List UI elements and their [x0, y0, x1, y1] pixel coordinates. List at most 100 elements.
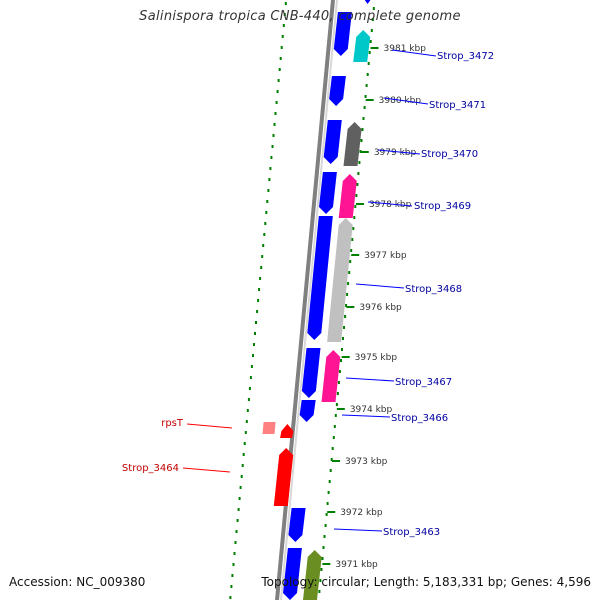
- ring-dot-outer: [231, 574, 234, 577]
- ring-dot-inner: [367, 62, 370, 65]
- ring-dot-inner: [344, 315, 347, 318]
- ring-dot-inner: [326, 502, 329, 505]
- leader-line: [383, 97, 429, 105]
- ring-dot-outer: [260, 266, 263, 269]
- ring-dot-outer: [247, 398, 250, 401]
- ring-dot-inner: [342, 337, 344, 340]
- gene-feature: [353, 30, 371, 62]
- ring-dot-inner: [368, 51, 371, 54]
- ring-dot-outer: [280, 46, 283, 49]
- gene-label: Strop_3463: [383, 527, 440, 538]
- ring-dot-outer: [256, 310, 259, 313]
- ring-dot-inner: [319, 579, 322, 582]
- ring-dot-inner: [328, 480, 331, 483]
- ring-dot-outer: [259, 277, 262, 280]
- ring-dot-outer: [254, 332, 256, 335]
- ring-dot-outer: [246, 409, 249, 412]
- scale-label: 3971 kbp: [335, 560, 378, 570]
- ring-dot-inner: [363, 106, 366, 109]
- ring-dot-outer: [257, 299, 260, 302]
- gene-feature: [321, 350, 341, 402]
- genome-backbone: [275, 0, 338, 601]
- ring-dot-outer: [258, 288, 261, 291]
- ring-dot-inner: [351, 238, 354, 241]
- ring-dot-outer: [253, 343, 255, 346]
- ring-dot-inner: [348, 271, 351, 274]
- ring-dot-outer: [239, 486, 242, 489]
- ring-dot-outer: [284, 2, 287, 5]
- ring-dot-inner: [353, 216, 356, 219]
- ring-dot-outer: [274, 112, 277, 115]
- ring-dot-outer: [283, 13, 286, 16]
- ring-dot-outer: [240, 475, 243, 478]
- gene-feature: [343, 122, 362, 166]
- leader-line: [345, 377, 395, 382]
- ring-dot-outer: [252, 354, 254, 357]
- ring-dot-outer: [263, 233, 266, 236]
- leader-line: [186, 423, 233, 429]
- leader-line: [377, 149, 421, 155]
- gene-feature: [288, 508, 306, 542]
- scale-label: 3976 kbp: [359, 303, 402, 313]
- leader-line: [391, 49, 437, 57]
- ring-dot-outer: [262, 244, 265, 247]
- ring-dot-inner: [336, 392, 339, 395]
- tick-dot-rings: [229, 2, 375, 604]
- gene-label: Strop_3467: [395, 377, 452, 388]
- gene-labels: Strop_3472 Strop_3471 Strop_3470 Strop_3469…: [122, 49, 494, 538]
- gene-label: Strop_3472: [437, 51, 494, 62]
- gene-feature: [323, 120, 342, 164]
- ring-dot-outer: [232, 563, 235, 566]
- ring-dot-outer: [244, 431, 247, 434]
- ring-dot-inner: [358, 161, 361, 164]
- scale-label: 3979 kbp: [374, 148, 417, 158]
- ring-dot-outer: [235, 530, 238, 533]
- ring-dot-outer: [276, 90, 279, 93]
- ring-dot-outer: [255, 321, 257, 324]
- ring-dot-inner: [364, 95, 367, 98]
- ring-dot-outer: [266, 200, 269, 203]
- ring-dot-inner: [366, 73, 369, 76]
- leader-line: [341, 414, 391, 418]
- scale-label: 3975 kbp: [355, 353, 398, 363]
- ring-dot-inner: [355, 194, 358, 197]
- ring-dot-outer: [267, 189, 270, 192]
- ring-dot-inner: [359, 150, 362, 153]
- gene-feature: [303, 550, 322, 600]
- ring-dot-inner: [318, 590, 321, 593]
- ring-dot-outer: [238, 497, 241, 500]
- ring-dot-inner: [356, 183, 359, 186]
- ring-dot-outer: [275, 101, 278, 104]
- gene-label: Strop_3469: [414, 201, 471, 212]
- ring-dot-inner: [350, 249, 353, 252]
- ring-dot-inner: [354, 205, 357, 208]
- ring-dot-outer: [282, 24, 285, 27]
- ring-dot-inner: [345, 304, 348, 307]
- ring-dot-outer: [272, 134, 275, 137]
- gene-feature: [329, 76, 346, 106]
- gene-label: Strop_3466: [391, 413, 448, 424]
- scale-label: 3981 kbp: [384, 44, 427, 54]
- ring-dot-inner: [333, 425, 336, 428]
- ring-dot-outer: [242, 453, 245, 456]
- ring-dot-outer: [261, 255, 264, 258]
- gene-feature: [280, 424, 294, 438]
- leader-line: [182, 467, 231, 473]
- ring-dot-outer: [236, 519, 239, 522]
- scale-ticks: 3981 kbp 3980 kbp 3979 kbp 3978 kbp 3977 kbp…: [322, 44, 426, 570]
- ring-dot-inner: [335, 403, 338, 406]
- ring-dot-outer: [243, 442, 246, 445]
- gene-feature: [307, 216, 333, 340]
- gene-feature: [338, 174, 357, 218]
- ring-dot-outer: [234, 541, 237, 544]
- gene-label: Strop_3468: [405, 284, 462, 295]
- gene-features: [262, 0, 373, 600]
- scale-label: 3980 kbp: [379, 96, 422, 106]
- scale-label: 3977 kbp: [364, 251, 407, 261]
- ring-dot-outer: [269, 167, 272, 170]
- ring-dot-inner: [320, 568, 323, 571]
- gene-label: Strop_3470: [421, 149, 478, 160]
- scale-label: 3973 kbp: [345, 457, 388, 467]
- gene-feature: [363, 0, 373, 4]
